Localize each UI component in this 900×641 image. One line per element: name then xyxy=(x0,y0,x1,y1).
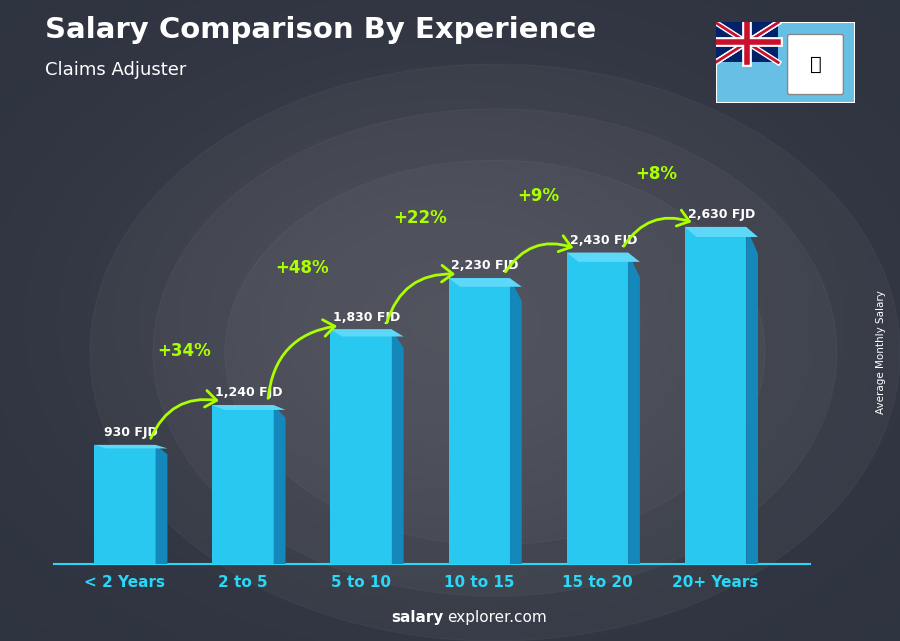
Bar xyxy=(716,22,778,63)
Bar xyxy=(330,329,392,564)
Text: Salary Comparison By Experience: Salary Comparison By Experience xyxy=(45,16,596,44)
Text: +34%: +34% xyxy=(158,342,211,360)
Text: explorer.com: explorer.com xyxy=(447,610,547,625)
Polygon shape xyxy=(392,329,403,564)
FancyBboxPatch shape xyxy=(788,35,843,94)
Polygon shape xyxy=(567,253,640,262)
Bar xyxy=(212,405,274,564)
Text: +9%: +9% xyxy=(518,187,560,205)
Polygon shape xyxy=(156,445,167,564)
Text: Average Monthly Salary: Average Monthly Salary xyxy=(877,290,886,415)
Bar xyxy=(567,253,628,564)
Polygon shape xyxy=(746,227,758,564)
FancyArrowPatch shape xyxy=(506,236,572,272)
Text: 1,240 FJD: 1,240 FJD xyxy=(215,386,283,399)
Polygon shape xyxy=(448,278,522,287)
Text: 🛡: 🛡 xyxy=(810,55,822,74)
Text: salary: salary xyxy=(392,610,444,625)
Polygon shape xyxy=(685,227,758,237)
Polygon shape xyxy=(628,253,640,564)
FancyArrowPatch shape xyxy=(387,265,453,323)
Polygon shape xyxy=(330,329,403,337)
Bar xyxy=(94,445,156,564)
FancyArrowPatch shape xyxy=(151,390,217,438)
Text: +48%: +48% xyxy=(275,259,328,277)
Text: 1,830 FJD: 1,830 FJD xyxy=(333,310,400,324)
Text: 2,230 FJD: 2,230 FJD xyxy=(452,259,518,272)
Text: 930 FJD: 930 FJD xyxy=(104,426,158,439)
FancyArrowPatch shape xyxy=(268,320,335,398)
Polygon shape xyxy=(274,405,285,564)
Text: +22%: +22% xyxy=(393,209,447,227)
Text: 2,430 FJD: 2,430 FJD xyxy=(570,233,637,247)
Bar xyxy=(448,278,510,564)
Text: Claims Adjuster: Claims Adjuster xyxy=(45,61,186,79)
Text: +8%: +8% xyxy=(635,165,678,183)
Polygon shape xyxy=(510,278,522,564)
Polygon shape xyxy=(94,445,167,449)
Bar xyxy=(685,227,746,564)
FancyArrowPatch shape xyxy=(624,210,689,246)
Polygon shape xyxy=(212,405,285,410)
Text: 2,630 FJD: 2,630 FJD xyxy=(688,208,755,221)
